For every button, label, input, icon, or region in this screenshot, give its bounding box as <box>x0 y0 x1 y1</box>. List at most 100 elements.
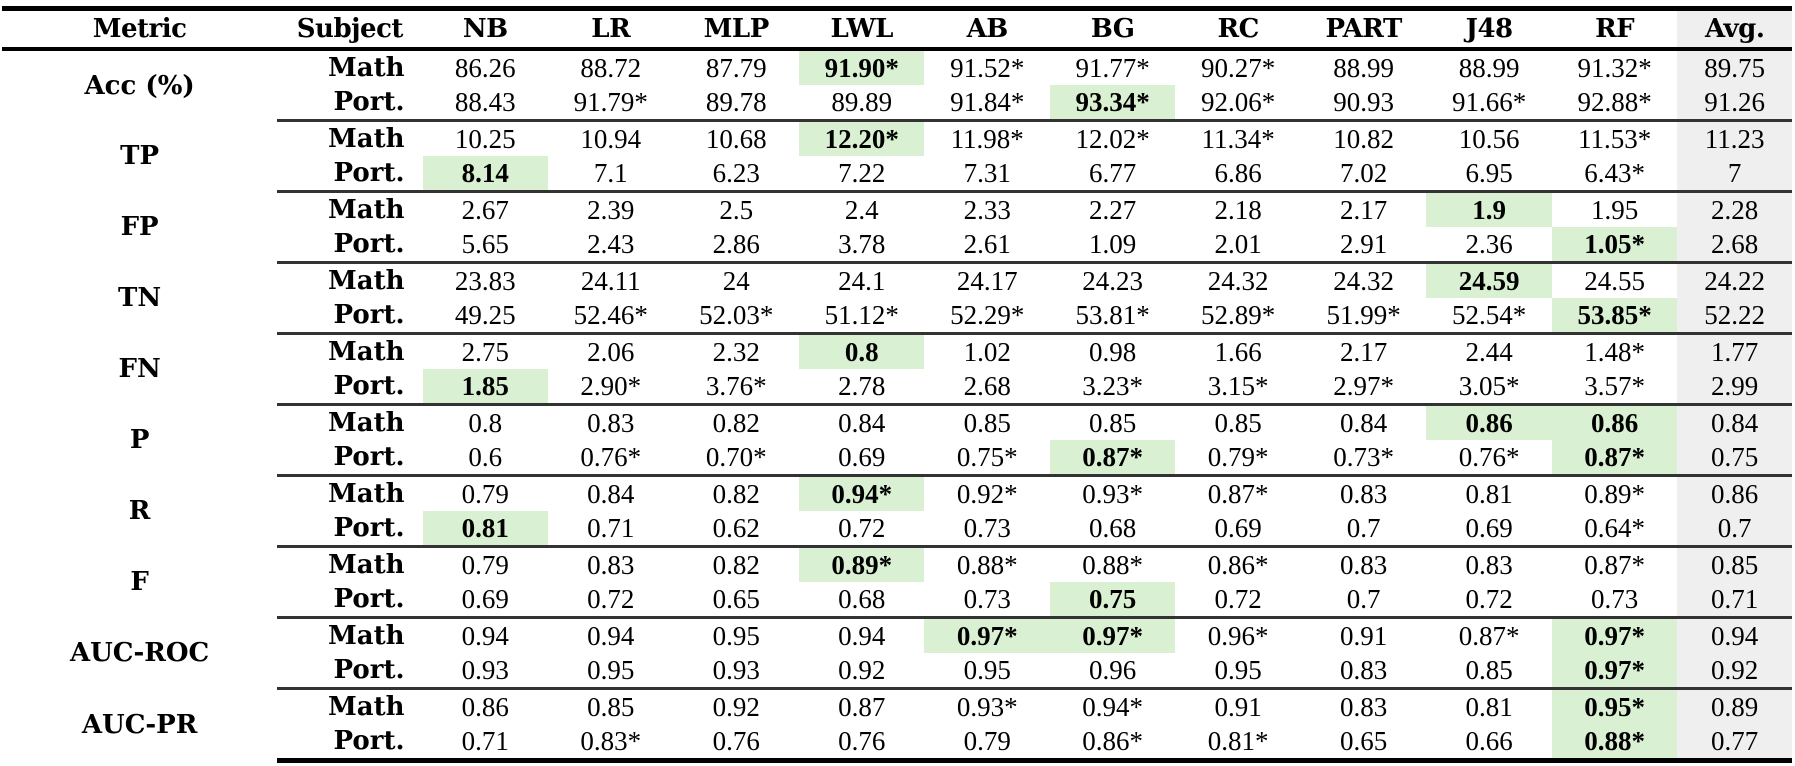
value-cell: 24.32 <box>1207 266 1269 296</box>
value-cell: 91.52* <box>950 53 1025 83</box>
value-cell: 0.68 <box>1049 511 1176 548</box>
value-cell: 0.96* <box>1207 621 1269 651</box>
value-cell: 91.79* <box>548 85 674 122</box>
value-cell: 52.89* <box>1175 298 1301 335</box>
value-cell: 88.72 <box>580 53 642 83</box>
value-cell: 0.73 <box>924 511 1050 548</box>
value-cell: 0.72 <box>1426 582 1552 619</box>
value-cell: 0.83 <box>1340 479 1388 509</box>
value-cell: 0.81 <box>1465 479 1513 509</box>
table-body: Acc (%) Math 86.26 88.72 87.79 91.90* 91.52* 91… <box>2 49 1792 763</box>
value-cell: 2.36 <box>1426 227 1552 264</box>
value-cell: 0.81 <box>422 511 548 548</box>
value-cell: 0.87* <box>1584 550 1645 580</box>
value-cell: 0.87 <box>838 692 886 722</box>
subject-label: Math <box>327 408 405 438</box>
header-avg: Avg. <box>1677 6 1792 51</box>
value-cell: 2.61 <box>924 227 1050 264</box>
avg-cell: 2.28 <box>1677 191 1792 227</box>
table-row: Port. 0.69 0.72 0.65 0.68 0.73 0.75 0.72 0.7 0.72… <box>2 582 1792 619</box>
value-cell: 2.67 <box>461 195 509 225</box>
value-cell: 0.86 <box>461 692 509 722</box>
value-cell: 0.95* <box>1551 688 1678 724</box>
table-row: FP Math 2.67 2.39 2.5 2.4 2.33 2.27 2.18 2.17 1.9 1… <box>2 191 1792 242</box>
metric-label: FN <box>118 354 161 384</box>
table-row: Port. 0.6 0.76* 0.70* 0.69 0.75* 0.87* 0.79* 0.7… <box>2 440 1792 477</box>
metric-label: P <box>129 425 150 455</box>
avg-cell: 11.23 <box>1677 120 1792 156</box>
value-cell: 86.26 <box>454 53 516 83</box>
value-cell: 91.66* <box>1426 85 1552 122</box>
value-cell: 0.76* <box>548 440 674 477</box>
value-cell: 91.32* <box>1577 53 1652 83</box>
value-cell: 0.73 <box>1551 582 1678 619</box>
value-cell: 0.97* <box>1551 653 1678 690</box>
metric-label: TN <box>118 283 162 313</box>
value-cell: 88.99 <box>1333 53 1395 83</box>
table-row: R Math 0.79 0.84 0.82 0.94* 0.92* 0.93* 0.87* 0.8… <box>2 475 1792 526</box>
value-cell: 0.66 <box>1426 724 1552 763</box>
value-cell: 2.78 <box>798 369 925 406</box>
value-cell: 0.94 <box>461 621 509 651</box>
value-cell: 0.79 <box>461 550 509 580</box>
value-cell: 7.02 <box>1300 156 1427 193</box>
subject-label: Port. <box>277 156 423 193</box>
metric-label: AUC-ROC <box>69 638 210 668</box>
avg-cell: 91.26 <box>1677 85 1792 122</box>
value-cell: 6.43* <box>1551 156 1678 193</box>
value-cell: 0.83 <box>1340 550 1388 580</box>
value-cell: 91.77* <box>1075 53 1150 83</box>
subject-label: Math <box>327 337 405 367</box>
value-cell: 0.97* <box>924 617 1050 653</box>
value-cell: 88.99 <box>1458 53 1520 83</box>
value-cell: 52.46* <box>548 298 674 335</box>
value-cell: 93.34* <box>1049 85 1176 122</box>
subject-label: Math <box>327 195 405 225</box>
value-cell: 11.98* <box>950 124 1024 154</box>
value-cell: 1.66 <box>1214 337 1262 367</box>
value-cell: 0.69 <box>422 582 548 619</box>
value-cell: 0.83 <box>1300 653 1427 690</box>
avg-cell: 0.86 <box>1677 475 1792 511</box>
value-cell: 11.34* <box>1201 124 1275 154</box>
value-cell: 0.96 <box>1049 653 1176 690</box>
value-cell: 7.31 <box>924 156 1050 193</box>
header-rc: RC <box>1175 6 1301 51</box>
value-cell: 23.83 <box>454 266 516 296</box>
value-cell: 2.39 <box>587 195 635 225</box>
value-cell: 6.77 <box>1049 156 1176 193</box>
avg-cell: 0.89 <box>1677 688 1792 724</box>
value-cell: 0.7 <box>1300 511 1427 548</box>
value-cell: 0.83 <box>587 408 635 438</box>
header-nb: NB <box>422 6 548 51</box>
value-cell: 2.68 <box>924 369 1050 406</box>
value-cell: 0.93* <box>956 692 1018 722</box>
table-row: Port. 8.14 7.1 6.23 7.22 7.31 6.77 6.86 7.02 6.95… <box>2 156 1792 193</box>
value-cell: 0.88* <box>1082 550 1144 580</box>
value-cell: 24.11 <box>580 266 641 296</box>
value-cell: 0.69 <box>1426 511 1552 548</box>
value-cell: 0.89* <box>798 546 925 582</box>
subject-label: Port. <box>277 440 423 477</box>
avg-cell: 0.75 <box>1677 440 1792 477</box>
value-cell: 10.25 <box>454 124 516 154</box>
table-row: Port. 0.71 0.83* 0.76 0.76 0.79 0.86* 0.81* 0.65… <box>2 724 1792 763</box>
value-cell: 12.20* <box>798 120 925 156</box>
value-cell: 88.43 <box>422 85 548 122</box>
value-cell: 89.78 <box>673 85 799 122</box>
value-cell: 91.90* <box>798 49 925 85</box>
avg-cell: 89.75 <box>1677 49 1792 85</box>
table-row: AUC-ROC Math 0.94 0.94 0.95 0.94 0.97* 0.97* 0.9… <box>2 617 1792 668</box>
metric-label: FP <box>120 212 159 242</box>
header-subject: Subject <box>277 6 423 51</box>
value-cell: 0.6 <box>422 440 548 477</box>
value-cell: 0.94 <box>587 621 635 651</box>
value-cell: 1.02 <box>963 337 1011 367</box>
value-cell: 3.78 <box>798 227 925 264</box>
avg-cell: 2.68 <box>1677 227 1792 264</box>
avg-cell: 1.77 <box>1677 333 1792 369</box>
value-cell: 90.27* <box>1201 53 1276 83</box>
subject-label: Port. <box>277 582 423 619</box>
value-cell: 0.93 <box>422 653 548 690</box>
header-bg: BG <box>1049 6 1176 51</box>
